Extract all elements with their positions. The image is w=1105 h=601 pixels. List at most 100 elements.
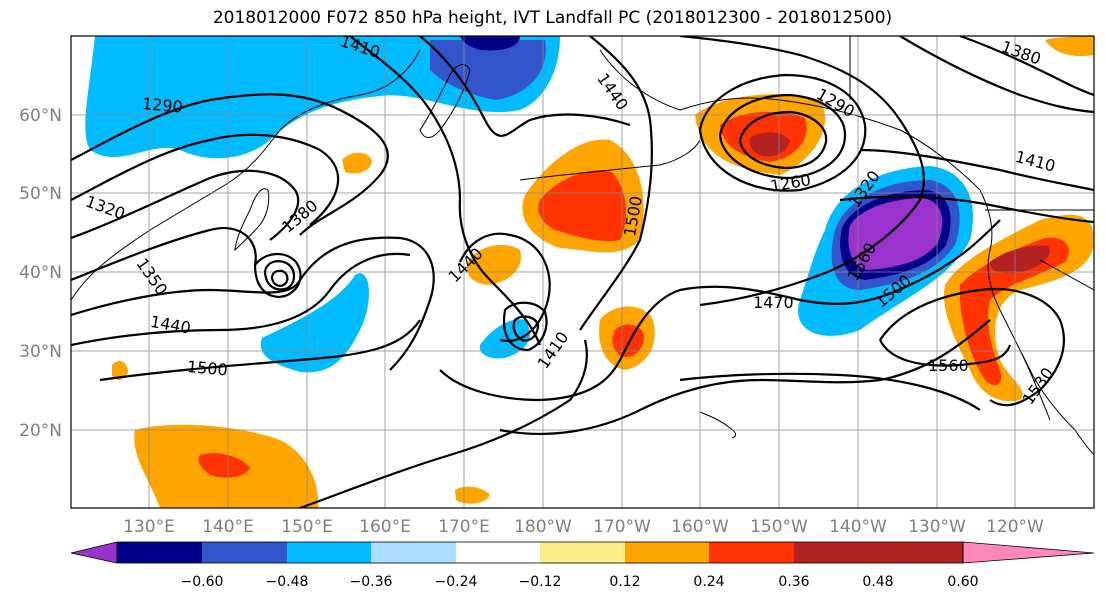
contour-label: 1500 — [186, 357, 228, 379]
colorbar-max-arrow — [962, 541, 1095, 564]
height-contour — [899, 36, 1094, 114]
height-contour — [270, 269, 289, 287]
contour-label: 1380 — [999, 37, 1044, 69]
height-contour — [419, 36, 631, 137]
map-frame — [70, 35, 1095, 509]
colorbar-tick-label: −0.12 — [519, 574, 562, 590]
colorbar-tick-label: −0.36 — [350, 574, 393, 590]
contour-label: 1530 — [1018, 364, 1057, 408]
border-canada-us — [849, 36, 1094, 291]
colorbar-tick-label: 0.60 — [947, 574, 978, 590]
contour-label: 1410 — [534, 328, 573, 372]
colorbar-tick-label: −0.24 — [435, 574, 478, 590]
contour-label: 1560 — [928, 356, 969, 375]
height-contour — [71, 252, 411, 347]
contour-label: 1320 — [83, 192, 128, 224]
colorbar-bin — [202, 542, 287, 563]
height-contour — [71, 236, 435, 371]
height-contour — [679, 372, 981, 411]
height-contour — [959, 36, 1094, 97]
lon-label: 170°E — [438, 517, 490, 537]
colorbar-tick-label: 0.12 — [609, 574, 640, 590]
height-contour — [512, 315, 540, 342]
lat-label: 40°N — [19, 263, 62, 283]
pos-anomaly-small — [455, 486, 490, 504]
height-contour — [71, 227, 257, 282]
coast-baja — [1019, 349, 1051, 421]
pos-anomaly-central-core — [538, 170, 627, 242]
height-contour — [499, 319, 991, 435]
pos-anomaly-170w-core — [612, 324, 644, 358]
coast-hawaii — [699, 411, 737, 439]
lon-label: 140°W — [829, 517, 887, 537]
colorbar-tick-label: −0.48 — [266, 574, 309, 590]
height-contours — [71, 36, 1094, 508]
colorbar-bin — [794, 542, 878, 563]
lon-label: 130°E — [123, 517, 175, 537]
height-contour — [879, 339, 1012, 367]
contour-label: 1380 — [278, 196, 321, 237]
height-contour — [253, 253, 302, 298]
neg-anomaly-okhotsk-core — [430, 40, 546, 100]
height-contour — [99, 319, 421, 382]
contour-label: 1440 — [593, 69, 632, 113]
colorbar-tick-label: −0.60 — [181, 574, 224, 590]
height-contour — [579, 36, 654, 331]
height-contour — [859, 148, 1094, 192]
colorbar-max-extend — [878, 542, 963, 563]
latitude-labels: 60°N 50°N 40°N 30°N 20°N — [19, 106, 62, 441]
lon-label: 120°W — [986, 517, 1044, 537]
colorbar-bin — [709, 542, 794, 563]
figure-title: 2018012000 F072 850 hPa height, IVT Land… — [212, 8, 893, 28]
height-contour — [502, 301, 548, 352]
lon-label: 130°W — [908, 517, 966, 537]
coast-aleutians — [519, 139, 701, 181]
contour-label: 1470 — [753, 293, 794, 312]
colorbar-bin — [625, 542, 709, 563]
lon-label: 140°E — [202, 517, 254, 537]
contour-label: 1290 — [141, 94, 183, 116]
colorbar-outline — [116, 541, 964, 564]
height-contour — [879, 287, 1065, 407]
neg-anomaly-japan-south — [260, 273, 370, 373]
coast-kamchatka — [419, 64, 471, 138]
height-contour — [263, 260, 296, 291]
lon-label: 160°W — [671, 517, 729, 537]
colorbar-bin — [287, 542, 371, 563]
pos-anomaly-dateline — [466, 244, 521, 285]
pos-anomaly-small2 — [112, 360, 128, 380]
colorbar-bin — [371, 542, 456, 563]
height-contour — [839, 195, 1094, 224]
pos-anomaly-nw-corner — [1045, 36, 1094, 57]
height-contour — [71, 93, 389, 236]
colorbar: −0.60 −0.48 −0.36 −0.24 −0.12 0.12 0.24 … — [70, 541, 1095, 590]
pos-anomaly-japan-east — [342, 152, 372, 174]
coast-alaska — [599, 49, 981, 191]
height-contour — [299, 339, 588, 508]
lon-label: 170°W — [593, 517, 651, 537]
pos-anomaly-california-core — [960, 237, 1069, 386]
height-contour — [71, 133, 340, 226]
colorbar-tick-label: 0.48 — [862, 574, 893, 590]
height-contour — [71, 169, 300, 241]
pos-anomaly-gulf-alaska-max — [749, 132, 790, 157]
lon-label: 150°W — [750, 517, 808, 537]
coastlines — [71, 36, 1094, 456]
colorbar-bin — [117, 542, 202, 563]
height-contour — [349, 36, 542, 346]
height-contour — [738, 110, 828, 170]
colorbar-tick-label: 0.24 — [693, 574, 724, 590]
lat-label: 30°N — [19, 342, 62, 362]
lon-label: 160°E — [359, 517, 411, 537]
colorbar-tick-label: 0.36 — [778, 574, 809, 590]
pos-anomaly-california-max — [990, 245, 1050, 274]
coast-asia — [71, 49, 421, 301]
coast-japan — [234, 188, 270, 252]
lat-label: 50°N — [19, 184, 62, 204]
contour-label: 1410 — [1013, 147, 1057, 176]
height-contour — [679, 36, 925, 307]
longitude-labels: 130°E 140°E 150°E 160°E 170°E 180°W 170°… — [123, 517, 1044, 537]
height-contour — [698, 73, 867, 192]
lon-label: 150°E — [281, 517, 333, 537]
